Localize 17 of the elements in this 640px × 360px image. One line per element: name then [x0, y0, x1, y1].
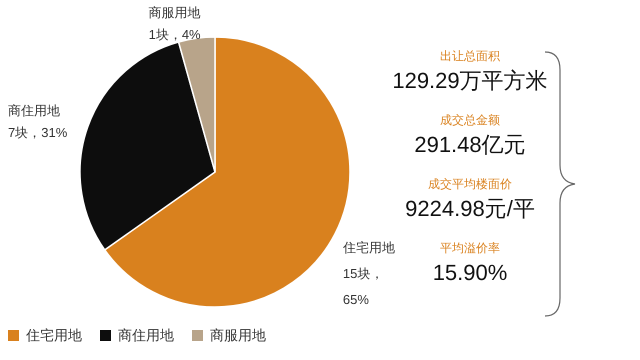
legend-label: 商服用地: [210, 327, 266, 343]
text: 129.29万平方米: [392, 68, 548, 93]
text: 291.48亿元: [414, 132, 526, 157]
text: 9224.98元/平: [405, 196, 535, 221]
data-label: 1块，4%: [148, 27, 202, 42]
data-label: 7块，31%: [8, 124, 68, 140]
text: 平均溢价率: [440, 241, 500, 255]
legend-label: 住宅用地: [25, 327, 82, 343]
slice-label: 商服用地: [148, 5, 201, 20]
text: 成交总金额: [440, 113, 500, 127]
text: 成交平均楼面价: [428, 177, 512, 191]
slice-label: 住宅用地: [342, 240, 395, 256]
text: 出让总面积: [440, 49, 500, 63]
data-label: 15块，65%: [342, 266, 384, 308]
slice-label: 商住用地: [8, 102, 60, 118]
legend-label: 商住用地: [118, 327, 174, 343]
text: 15.90%: [432, 260, 508, 285]
